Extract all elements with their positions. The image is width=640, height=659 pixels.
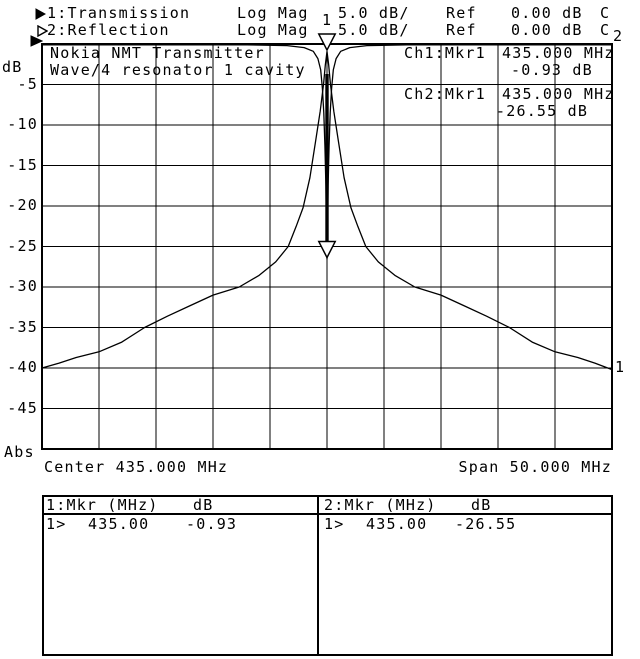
measurement-title-line2: Wave/4 resonator 1 cavity — [50, 61, 306, 79]
marker-table-border — [42, 495, 613, 656]
ch1-marker-value: -0.93 dB — [511, 61, 593, 79]
trace1-cal-flag: C — [600, 4, 611, 22]
ch2-marker-freq: 435.000 MHz — [502, 85, 615, 103]
trace1-format: Log Mag — [237, 4, 309, 22]
mkr-table-1-row-freq: 435.00 — [88, 515, 150, 533]
y-tick-label: -10 — [7, 115, 38, 133]
mkr-table-2-row-id: 1> — [324, 515, 345, 533]
ch1-marker-freq: 435.000 MHz — [502, 44, 615, 62]
trace1-curve-label: 1 — [615, 358, 626, 376]
active-trace-marker-icon — [35, 8, 46, 20]
mkr-table-1-row-value: -0.93 — [186, 515, 238, 533]
y-axis-unit-label: dB — [2, 58, 23, 76]
marker-number-label: 1 — [322, 10, 333, 29]
marker-triangle-icon — [317, 240, 337, 260]
y-tick-label: -40 — [7, 358, 38, 376]
y-tick-label: -5 — [17, 74, 38, 93]
mkr-table-1-row-id: 1> — [46, 515, 67, 533]
trace2-cal-flag: C — [600, 21, 611, 39]
ch1-marker-label: Ch1:Mkr1 — [404, 44, 486, 62]
mkr-table-2-unit: dB — [471, 496, 492, 514]
ch2-marker-label: Ch2:Mkr1 — [404, 85, 486, 103]
mkr-table-1-unit: dB — [193, 496, 214, 514]
x-axis-span-label: Span 50.000 MHz — [458, 458, 612, 476]
trace2-name: 2:Reflection — [47, 21, 170, 39]
y-tick-label: -35 — [7, 317, 38, 336]
trace2-format: Log Mag — [237, 21, 309, 39]
trace2-ref-value: 0.00 dB — [511, 21, 583, 39]
marker-triangle-icon — [317, 33, 337, 52]
trace1-ref-value: 0.00 dB — [511, 4, 583, 22]
trace1-ref-label: Ref — [446, 4, 477, 22]
y-tick-label: -45 — [7, 398, 38, 417]
mkr-table-1-header: 1:Mkr (MHz) — [46, 496, 159, 514]
mkr-table-2-header: 2:Mkr (MHz) — [324, 496, 437, 514]
y-tick-label: -25 — [7, 236, 38, 255]
y-tick-label: -15 — [7, 155, 38, 174]
mkr-table-2-row-value: -26.55 — [455, 515, 517, 533]
trace1-scale: 5.0 dB/ — [338, 4, 410, 22]
inactive-trace-marker-icon — [37, 25, 48, 37]
measurement-title-line1: Nokia NMT Transmitter — [50, 44, 265, 62]
mkr-table-2-row-freq: 435.00 — [366, 515, 428, 533]
y-tick-label: -20 — [7, 196, 38, 214]
ch2-marker-value: -26.55 dB — [496, 102, 589, 120]
y-tick-label: -30 — [7, 277, 38, 295]
ref-level-icon — [30, 35, 43, 47]
trace1-name: 1:Transmission — [47, 4, 191, 22]
marker-stem — [325, 74, 329, 243]
y-axis-mode-label: Abs — [4, 443, 35, 461]
trace2-ref-label: Ref — [446, 21, 477, 39]
trace2-curve-label: 2 — [613, 27, 624, 45]
trace2-scale: 5.0 dB/ — [338, 21, 410, 39]
x-axis-center-label: Center 435.000 MHz — [44, 458, 229, 476]
